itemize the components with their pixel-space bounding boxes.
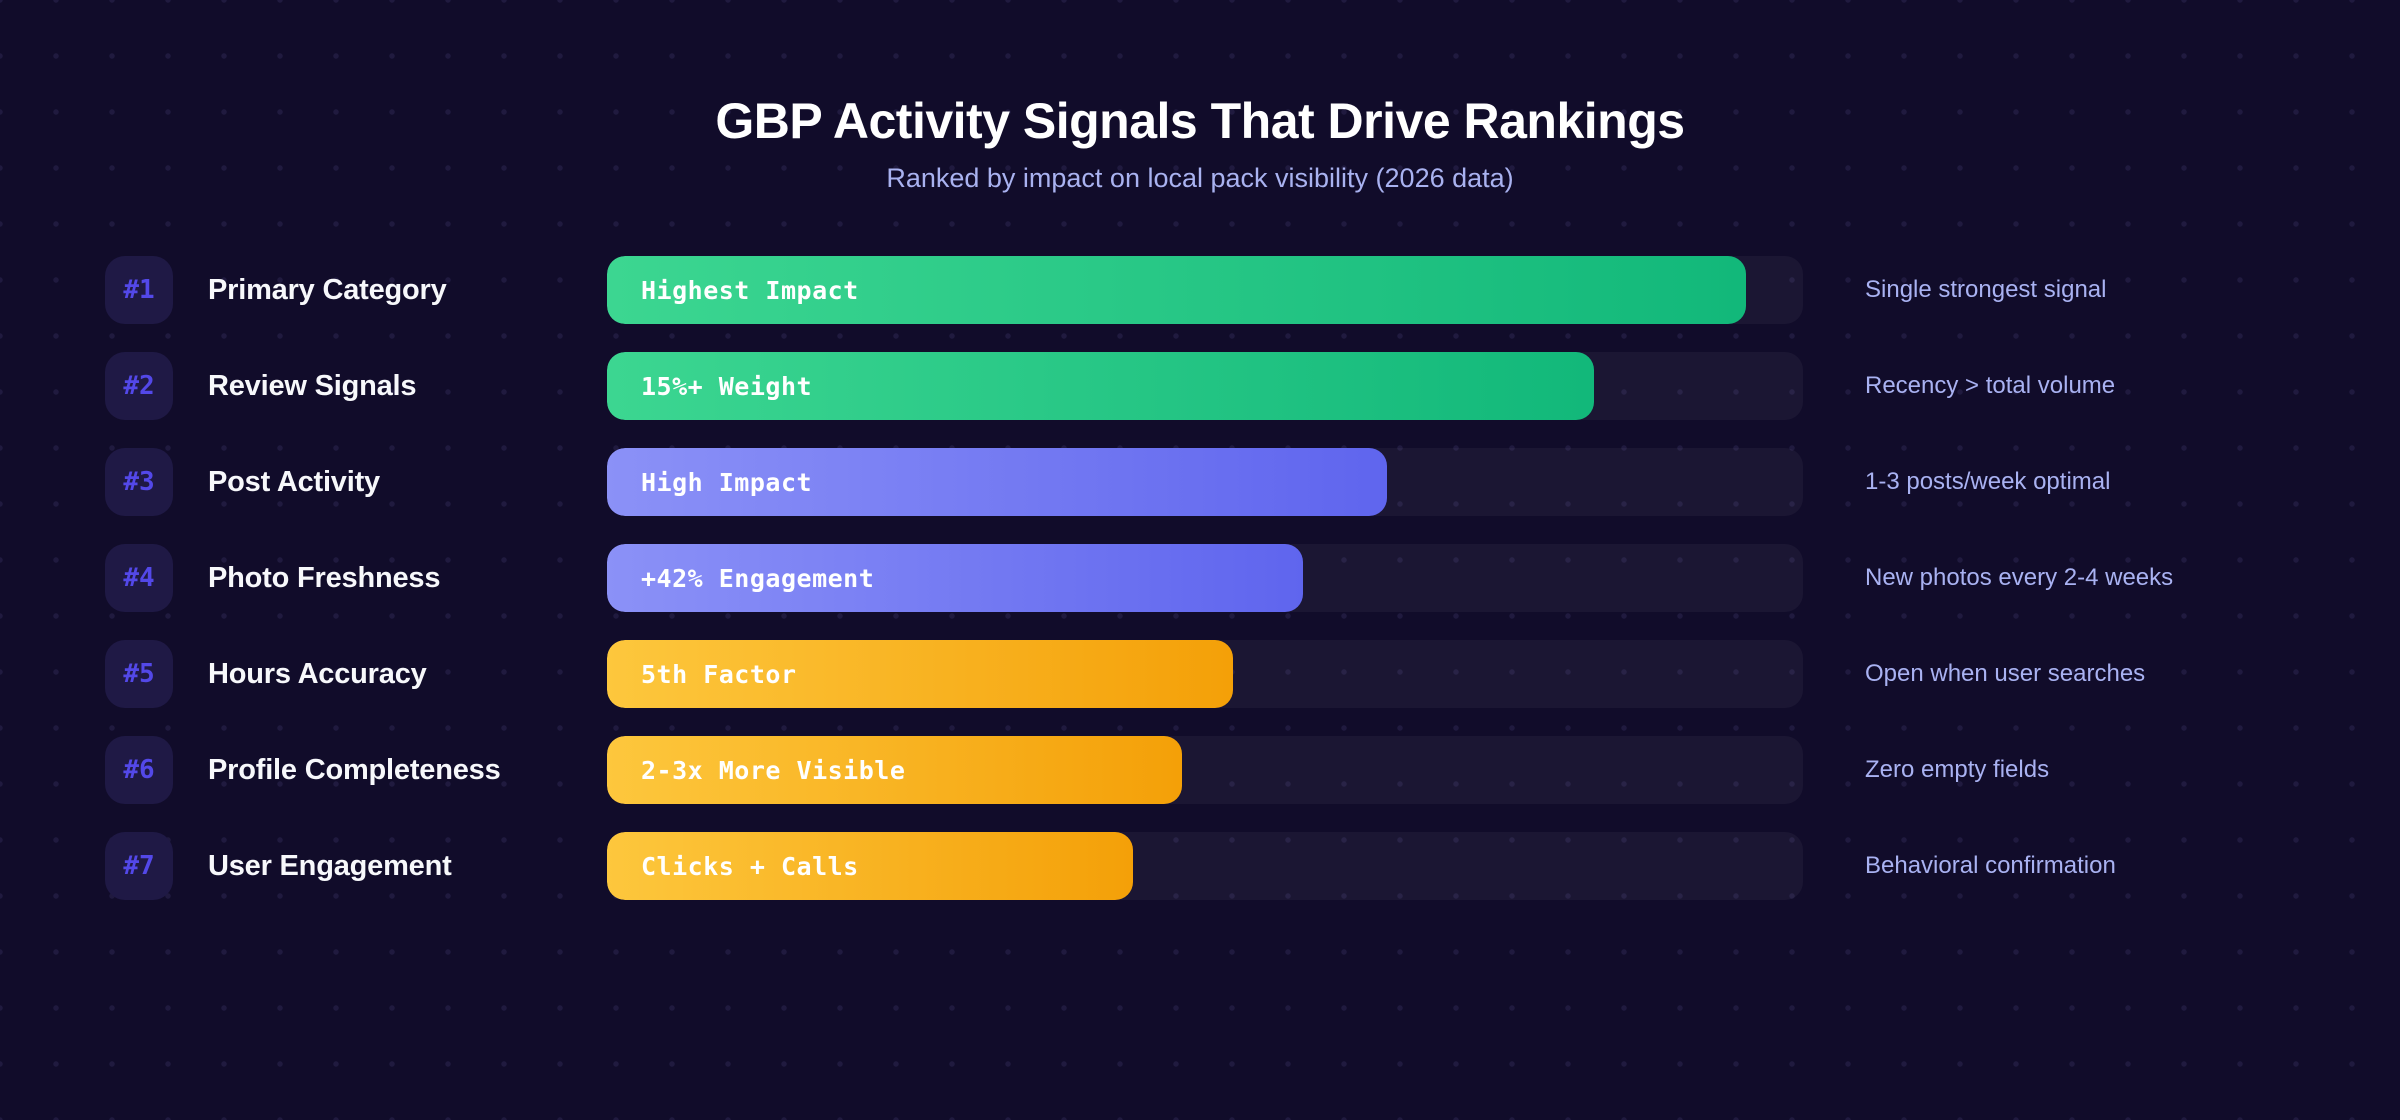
bar-value-label: 15%+ Weight bbox=[641, 371, 813, 401]
bar-track: High Impact bbox=[607, 448, 1803, 516]
signal-label: Primary Category bbox=[208, 273, 447, 306]
bar-fill: Clicks + Calls bbox=[607, 832, 1134, 900]
bar-track: 15%+ Weight bbox=[607, 352, 1803, 420]
ranking-row: #4 Photo Freshness +42% Engagement New p… bbox=[0, 544, 2400, 612]
header: GBP Activity Signals That Drive Rankings… bbox=[0, 0, 2400, 194]
signal-label: User Engagement bbox=[208, 849, 452, 882]
rank-badge: #3 bbox=[105, 448, 173, 516]
annotation: 1-3 posts/week optimal bbox=[1865, 468, 2111, 495]
ranking-row: #1 Primary Category Highest Impact Singl… bbox=[0, 256, 2400, 324]
bar-value-label: 2-3x More Visible bbox=[641, 755, 906, 785]
ranking-row: #2 Review Signals 15%+ Weight Recency > … bbox=[0, 352, 2400, 420]
bar-value-label: High Impact bbox=[641, 467, 813, 497]
bar-fill: 5th Factor bbox=[607, 640, 1233, 708]
rank-badge: #5 bbox=[105, 640, 173, 708]
infographic-canvas: GBP Activity Signals That Drive Rankings… bbox=[0, 0, 2400, 900]
rank-number: #6 bbox=[123, 755, 155, 785]
rank-number: #1 bbox=[123, 275, 155, 305]
bar-fill: Highest Impact bbox=[607, 256, 1746, 324]
rank-badge: #2 bbox=[105, 352, 173, 420]
page-subtitle: Ranked by impact on local pack visibilit… bbox=[886, 163, 1514, 193]
ranking-row: #5 Hours Accuracy 5th Factor Open when u… bbox=[0, 640, 2400, 708]
bar-track: 5th Factor bbox=[607, 640, 1803, 708]
annotation: Open when user searches bbox=[1865, 660, 2146, 687]
bar-value-label: +42% Engagement bbox=[641, 563, 875, 593]
bar-track: 2-3x More Visible bbox=[607, 736, 1803, 804]
rank-badge: #7 bbox=[105, 832, 173, 900]
bar-fill: 2-3x More Visible bbox=[607, 736, 1183, 804]
signal-label: Hours Accuracy bbox=[208, 657, 427, 690]
bar-value-label: 5th Factor bbox=[641, 659, 797, 689]
rank-number: #3 bbox=[123, 467, 155, 497]
bar-fill: +42% Engagement bbox=[607, 544, 1304, 612]
rank-badge: #4 bbox=[105, 544, 173, 612]
page-title: GBP Activity Signals That Drive Rankings bbox=[715, 93, 1685, 149]
annotation: Single strongest signal bbox=[1865, 276, 2107, 303]
bar-value-label: Clicks + Calls bbox=[641, 851, 859, 881]
annotation: Zero empty fields bbox=[1865, 756, 2050, 783]
bar-fill: 15%+ Weight bbox=[607, 352, 1594, 420]
rank-number: #5 bbox=[123, 659, 155, 689]
annotation: New photos every 2-4 weeks bbox=[1865, 564, 2174, 591]
rank-badge: #1 bbox=[105, 256, 173, 324]
ranking-list: #1 Primary Category Highest Impact Singl… bbox=[0, 256, 2400, 900]
bar-track: +42% Engagement bbox=[607, 544, 1803, 612]
rank-number: #7 bbox=[123, 851, 155, 881]
ranking-row: #7 User Engagement Clicks + Calls Behavi… bbox=[0, 832, 2400, 900]
rank-number: #2 bbox=[123, 371, 155, 401]
bar-track: Highest Impact bbox=[607, 256, 1803, 324]
bar-track: Clicks + Calls bbox=[607, 832, 1803, 900]
signal-label: Photo Freshness bbox=[208, 561, 441, 594]
ranking-row: #3 Post Activity High Impact 1-3 posts/w… bbox=[0, 448, 2400, 516]
rank-badge: #6 bbox=[105, 736, 173, 804]
signal-label: Review Signals bbox=[208, 369, 417, 402]
annotation: Behavioral confirmation bbox=[1865, 852, 2116, 879]
rank-number: #4 bbox=[123, 563, 155, 593]
bar-fill: High Impact bbox=[607, 448, 1387, 516]
signal-label: Post Activity bbox=[208, 465, 380, 498]
ranking-row: #6 Profile Completeness 2-3x More Visibl… bbox=[0, 736, 2400, 804]
bar-value-label: Highest Impact bbox=[641, 275, 859, 305]
signal-label: Profile Completeness bbox=[208, 753, 501, 786]
annotation: Recency > total volume bbox=[1865, 372, 2116, 399]
